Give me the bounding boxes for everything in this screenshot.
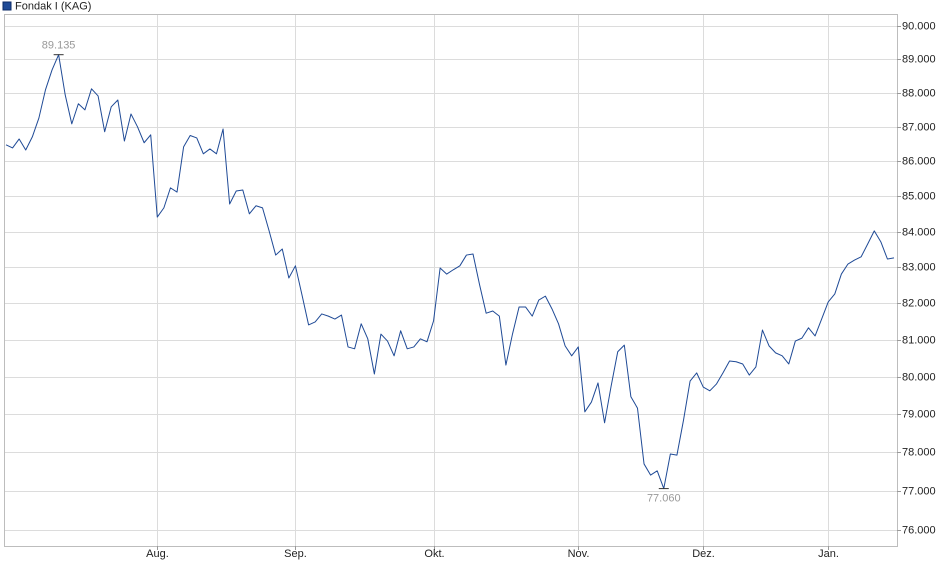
y-tick-label: 90.000 <box>902 20 936 32</box>
y-tick-label: 79.000 <box>902 408 936 420</box>
price-line <box>5 54 895 490</box>
y-tick-label: 78.000 <box>902 446 936 458</box>
value-label: 89.135 <box>42 40 76 52</box>
x-tick-label: Dez. <box>692 548 715 560</box>
x-tick-label: Nov. <box>568 548 590 560</box>
y-tick-label: 81.000 <box>902 334 936 346</box>
x-tick-label: Okt. <box>424 548 444 560</box>
legend-label: Fondak I (KAG) <box>15 0 91 12</box>
y-tick-label: 82.000 <box>902 297 936 309</box>
x-tick-label: Sep. <box>284 548 307 560</box>
y-tick-label: 85.000 <box>902 190 936 202</box>
y-tick-label: 88.000 <box>902 87 936 99</box>
y-tick-label: 86.000 <box>902 155 936 167</box>
y-tick-label: 83.000 <box>902 261 936 273</box>
y-tick-label: 76.000 <box>902 524 936 536</box>
y-tick-label: 80.000 <box>902 371 936 383</box>
x-tick-label: Jan. <box>818 548 839 560</box>
plot-area <box>4 14 898 547</box>
x-tick-label: Aug. <box>146 548 169 560</box>
legend-swatch <box>2 1 12 11</box>
y-tick-label: 87.000 <box>902 121 936 133</box>
value-label: 77.060 <box>647 492 681 504</box>
y-tick-label: 77.000 <box>902 485 936 497</box>
y-tick-label: 84.000 <box>902 226 936 238</box>
y-tick-label: 89.000 <box>902 53 936 65</box>
